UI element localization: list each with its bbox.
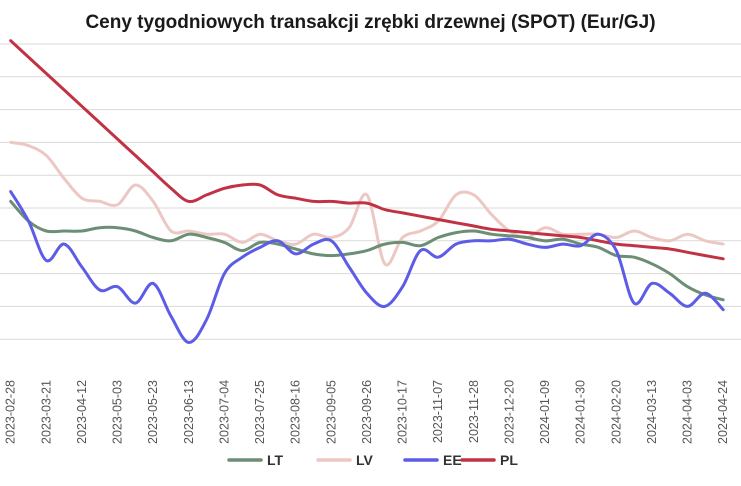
legend-label-lv: LV [356,452,374,468]
x-tick-label: 2023-09-05 [324,380,338,444]
x-tick-label: 2024-01-09 [538,380,552,444]
legend: LT LV EE PL [227,452,518,468]
x-tick-label: 2023-04-12 [75,380,89,444]
x-tick-label: 2023-11-28 [467,380,481,443]
x-tick-label: 2023-06-13 [182,380,196,444]
x-tick-label: 2023-07-25 [253,380,267,444]
series-line-lt [9,199,725,302]
x-tick-label: 2023-12-20 [502,380,516,444]
x-tick-label: 2024-04-24 [716,380,730,444]
x-tick-label: 2023-03-21 [39,380,53,444]
legend-label-pl: PL [500,452,518,468]
x-tick-label: 2024-02-20 [609,380,623,444]
x-tick-label: 2024-04-03 [681,380,695,444]
series-line-pl [9,39,725,261]
x-tick-label: 2023-02-28 [4,380,18,444]
x-tick-label: 2023-07-04 [217,380,231,444]
x-tick-label: 2023-10-17 [396,380,410,444]
x-tick-label: 2023-05-23 [146,380,160,444]
x-tick-label: 2024-03-13 [645,380,659,444]
series-line-ee [9,190,725,344]
x-tick-label: 2023-11-07 [431,380,445,443]
x-tick-label: 2023-05-03 [111,380,125,444]
legend-label-ee: EE [443,452,462,468]
series-lines [9,39,725,344]
x-tick-labels: 2023-02-28 2023-03-21 2023-04-12 2023-05-03… [4,380,731,444]
legend-label-lt: LT [267,452,284,468]
x-tick-label: 2024-01-30 [574,380,588,444]
x-tick-label: 2023-08-16 [289,380,303,444]
chart-title: Ceny tygodniowych transakcji zrębki drze… [85,12,656,33]
x-tick-label: 2023-09-26 [360,380,374,444]
